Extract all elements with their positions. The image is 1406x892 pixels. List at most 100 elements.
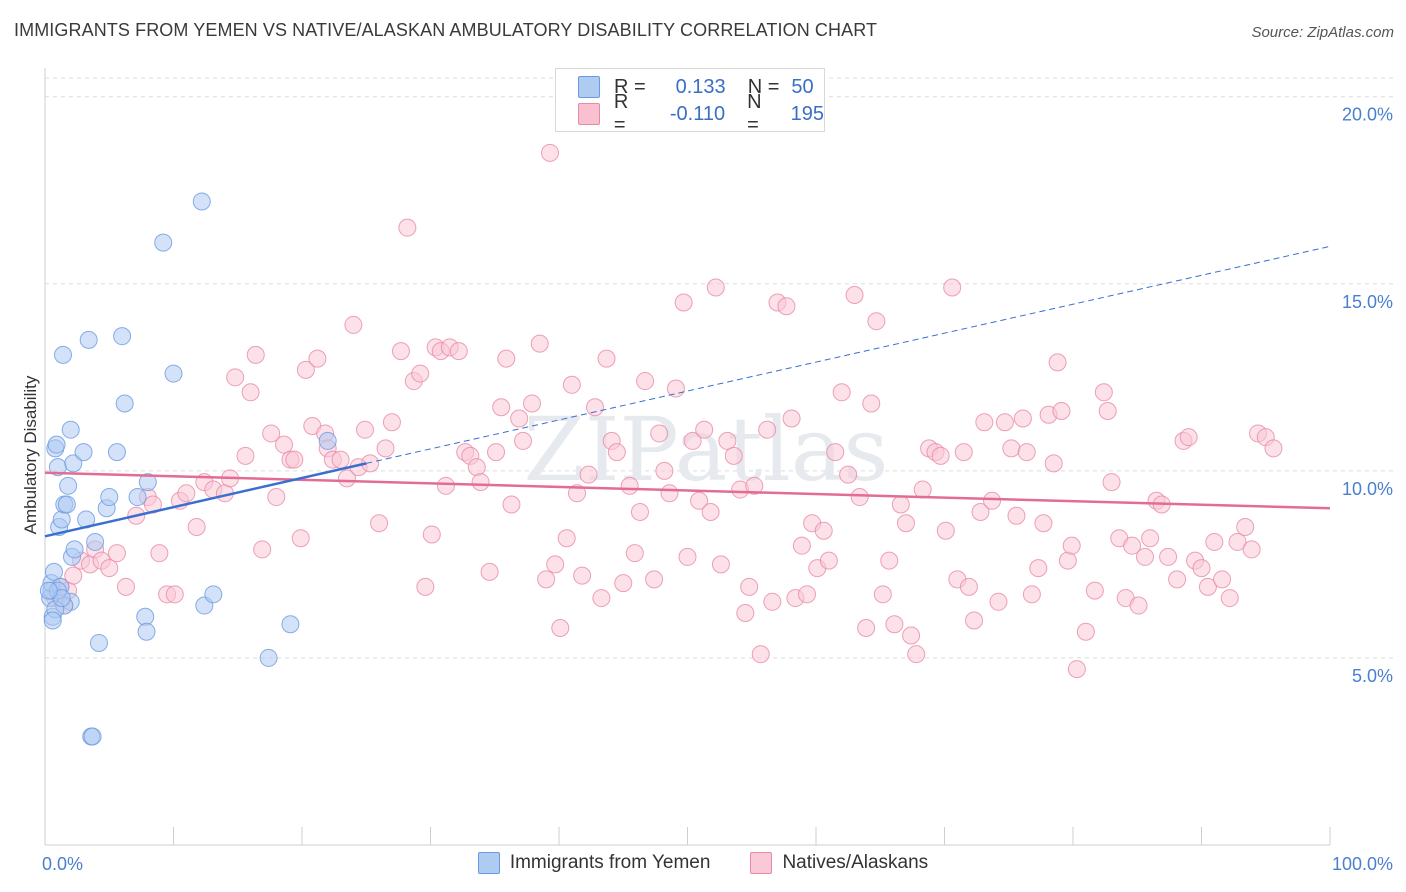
- data-point: [819, 551, 838, 570]
- data-point: [690, 491, 709, 510]
- data-point: [718, 431, 737, 450]
- data-point: [246, 345, 265, 364]
- data-point: [857, 618, 876, 637]
- data-point: [64, 566, 83, 585]
- data-point: [711, 555, 730, 574]
- data-point: [1198, 577, 1217, 596]
- data-point: [113, 327, 132, 346]
- data-point: [1067, 660, 1086, 679]
- legend-r-value: -0.110: [669, 102, 726, 125]
- data-point: [100, 559, 119, 578]
- data-point: [959, 577, 978, 596]
- data-point: [1213, 570, 1232, 589]
- data-point: [736, 604, 755, 623]
- legend-swatch-natives: [750, 852, 773, 874]
- data-point: [1159, 547, 1178, 566]
- data-point: [585, 398, 604, 417]
- data-point: [107, 544, 126, 563]
- data-point: [59, 476, 78, 495]
- data-point: [382, 413, 401, 432]
- data-point: [44, 562, 63, 581]
- data-point: [136, 607, 155, 626]
- data-point: [1141, 529, 1160, 548]
- data-point: [763, 592, 782, 611]
- data-point: [376, 439, 395, 458]
- data-point: [1098, 401, 1117, 420]
- data-point: [913, 480, 932, 499]
- data-point: [1048, 353, 1067, 372]
- legend-item-natives[interactable]: Natives/Alaskans: [750, 852, 928, 874]
- data-point: [777, 297, 796, 316]
- data-point: [592, 589, 611, 608]
- legend-r-label: R =: [613, 91, 629, 136]
- data-point: [253, 540, 272, 559]
- data-point: [318, 431, 337, 450]
- data-point: [573, 566, 592, 585]
- chart-title: IMMIGRANTS FROM YEMEN VS NATIVE/ALASKAN …: [14, 20, 878, 40]
- data-point: [291, 529, 310, 548]
- data-point: [782, 409, 801, 428]
- data-point: [1062, 536, 1081, 555]
- data-point: [620, 476, 639, 495]
- data-point: [798, 585, 817, 604]
- data-point: [541, 143, 560, 162]
- data-point: [331, 450, 350, 469]
- data-point: [391, 342, 410, 361]
- legend-item-yemen[interactable]: Immigrants from Yemen: [477, 852, 711, 874]
- data-point: [241, 383, 260, 402]
- data-point: [625, 544, 644, 563]
- data-point: [523, 394, 542, 413]
- legend-row-yemen: R = 0.133 N = 50: [578, 74, 814, 100]
- data-point: [187, 517, 206, 536]
- data-point: [64, 454, 83, 473]
- data-point: [275, 435, 294, 454]
- data-point: [971, 503, 990, 522]
- data-point: [471, 473, 490, 492]
- y-axis-label: Ambulatory Disability: [21, 375, 40, 534]
- data-point: [344, 315, 363, 334]
- data-point: [695, 420, 714, 439]
- legend-swatch-natives: [578, 103, 600, 125]
- data-point: [579, 465, 598, 484]
- data-point: [655, 461, 674, 480]
- data-point: [281, 615, 300, 634]
- data-point: [931, 446, 950, 465]
- data-point: [678, 547, 697, 566]
- legend-r-label: R =: [614, 75, 646, 98]
- data-point: [47, 435, 66, 454]
- data-point: [562, 375, 581, 394]
- data-point: [285, 450, 304, 469]
- data-point: [79, 330, 98, 349]
- y-tick-label: 10.0%: [1342, 479, 1393, 499]
- correlation-legend: R = 0.133 N = 50 R = -0.110 N = 195: [555, 68, 825, 136]
- data-point: [150, 544, 169, 563]
- data-point: [1017, 443, 1036, 462]
- data-point: [936, 521, 955, 540]
- data-point: [370, 514, 389, 533]
- data-point: [100, 488, 119, 507]
- data-point: [839, 465, 858, 484]
- legend-label-yemen: Immigrants from Yemen: [509, 852, 711, 873]
- data-point: [850, 488, 869, 507]
- data-point: [683, 431, 702, 450]
- data-point: [943, 278, 962, 297]
- data-point: [907, 645, 926, 664]
- data-point: [701, 503, 720, 522]
- data-point: [267, 488, 286, 507]
- data-point: [165, 585, 184, 604]
- source-label: Source: ZipAtlas.com: [1251, 24, 1394, 41]
- data-point: [510, 409, 529, 428]
- data-point: [597, 349, 616, 368]
- data-point: [706, 278, 725, 297]
- legend-swatch-yemen: [578, 76, 600, 98]
- data-point: [89, 633, 108, 652]
- data-point: [832, 383, 851, 402]
- legend-n-label: N =: [747, 75, 780, 98]
- y-tick-label: 15.0%: [1342, 292, 1393, 312]
- data-point: [192, 192, 211, 211]
- data-point: [674, 293, 693, 312]
- data-point: [1044, 454, 1063, 473]
- data-point: [137, 622, 156, 641]
- data-point: [236, 446, 255, 465]
- data-point: [436, 476, 455, 495]
